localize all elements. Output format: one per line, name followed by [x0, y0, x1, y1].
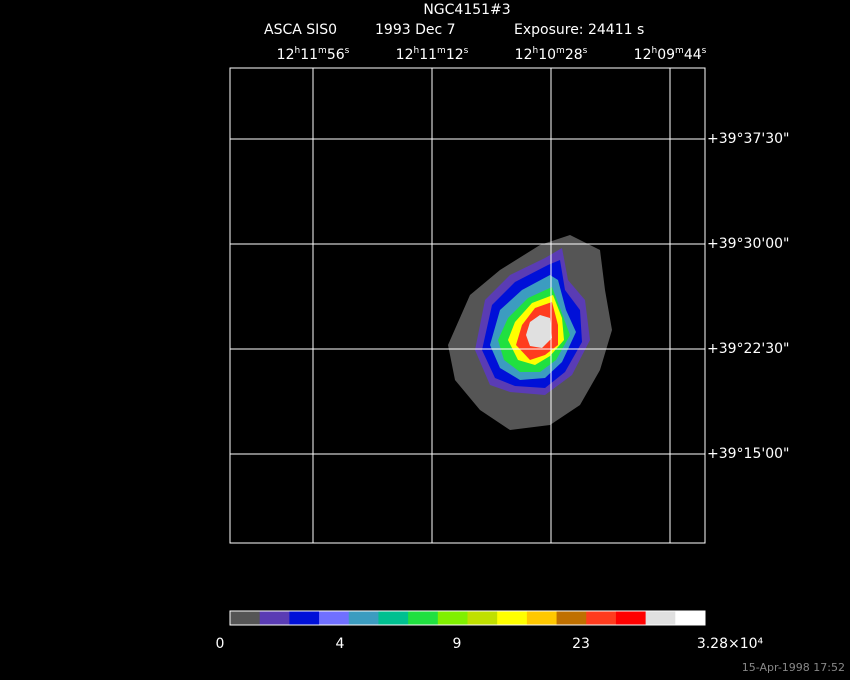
exposure: Exposure: 24411 s: [514, 22, 644, 38]
colorbar-segment: [645, 611, 676, 625]
dec-label: +39°15'00": [707, 446, 789, 462]
plot-frame: [229, 67, 706, 544]
obs-date: 1993 Dec 7: [375, 22, 456, 38]
colorbar-segment: [615, 611, 647, 625]
colorbar-segment: [408, 611, 439, 625]
blob-core: [526, 315, 552, 348]
colorbar-segment: [348, 611, 379, 625]
colorbar-segment: [378, 611, 409, 625]
colorbar-segment: [289, 611, 320, 625]
colorbar-label: 9: [453, 636, 462, 652]
colorbar-label: 23: [572, 636, 590, 652]
ra-label: 12h11m56s: [277, 46, 350, 64]
grid: [230, 68, 705, 543]
dec-label: +39°22'30": [707, 341, 789, 357]
colorbar-segment: [230, 611, 261, 625]
colorbar-segment: [319, 611, 350, 625]
colorbar-segment: [526, 611, 558, 625]
timestamp: 15-Apr-1998 17:52: [742, 661, 845, 674]
colorbar-label: 4: [336, 636, 345, 652]
colorbar-label: 0: [216, 636, 225, 652]
title: NGC4151#3: [423, 2, 510, 18]
ra-label: 12h11m12s: [396, 46, 469, 64]
colorbar-segment: [675, 611, 706, 625]
colorbar-segment: [467, 611, 498, 625]
colorbar-frame: [229, 610, 706, 626]
colorbar-segment: [497, 611, 528, 625]
colorbar-segment: [586, 611, 617, 625]
dec-label: +39°30'00": [707, 236, 789, 252]
colorbar-label: 3.28×10⁴: [697, 636, 764, 652]
colorbar-segment: [437, 611, 468, 625]
ra-label: 12h10m28s: [515, 46, 588, 64]
dec-label: +39°37'30": [707, 131, 789, 147]
colorbar-segment: [556, 611, 587, 625]
source-image: [448, 235, 612, 430]
colorbar-segment: [259, 611, 290, 625]
ra-label: 12h09m44s: [634, 46, 707, 64]
instrument: ASCA SIS0: [264, 22, 337, 38]
